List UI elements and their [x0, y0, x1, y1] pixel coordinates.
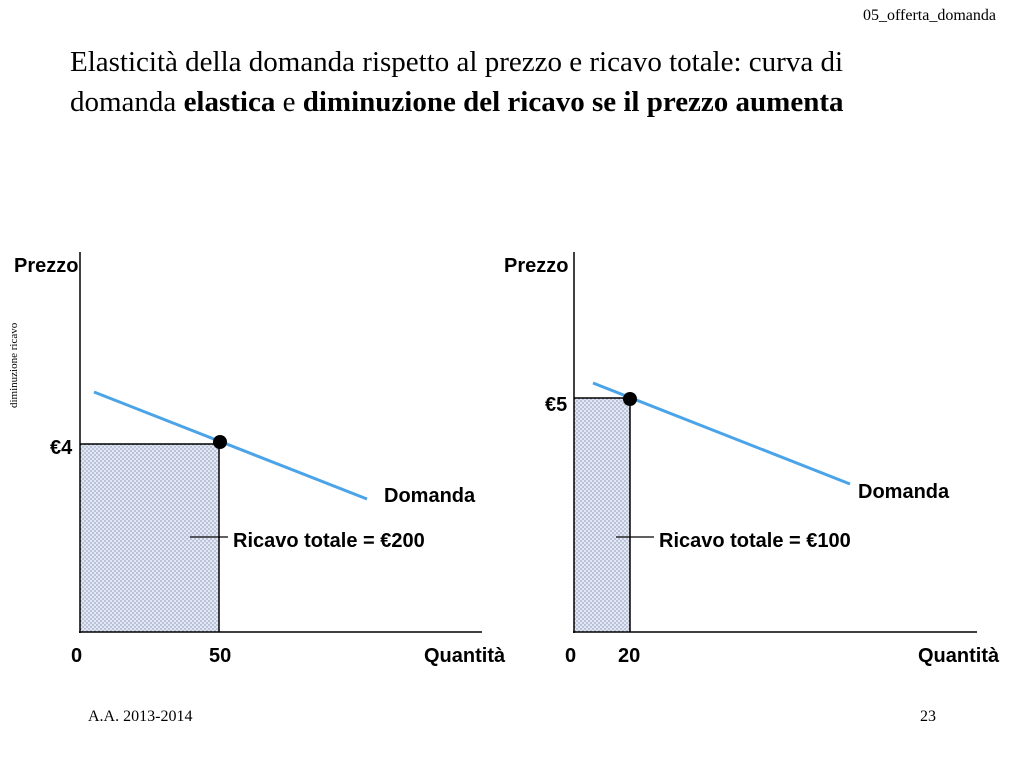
left-revenue-area	[80, 444, 219, 632]
right-revenue-label: Ricavo totale = €100	[659, 530, 851, 552]
right-quantity-label: 20	[618, 645, 640, 667]
title-line2-mid: e	[275, 86, 303, 118]
right-graph: Prezzo €5 Domanda Ricavo totale = €100 0…	[504, 252, 1000, 667]
left-quantity-label: 50	[209, 645, 231, 667]
left-y-axis-label: Prezzo	[14, 255, 78, 277]
right-price-label: €5	[545, 394, 567, 416]
file-tag: 05_offerta_domanda	[863, 7, 996, 24]
left-x-axis-label: Quantità	[424, 645, 506, 667]
left-demand-curve	[93, 390, 368, 501]
slide-title: Elasticità della domanda rispetto al pre…	[70, 42, 1000, 122]
left-revenue-label: Ricavo totale = €200	[233, 530, 425, 552]
title-bold-elastica: elastica	[183, 86, 276, 118]
right-x-axis-label: Quantità	[918, 645, 1000, 667]
left-equilibrium-point	[213, 435, 227, 449]
page-number: 23	[920, 708, 936, 725]
left-origin-label: 0	[71, 645, 82, 667]
academic-year: A.A. 2013-2014	[88, 708, 193, 725]
right-demand-label: Domanda	[858, 481, 950, 503]
title-line2-pre: domanda	[70, 86, 184, 118]
left-demand-label: Domanda	[384, 485, 476, 507]
right-origin-label: 0	[565, 645, 576, 667]
title-line1: Elasticità della domanda rispetto al pre…	[70, 46, 844, 78]
left-price-label: €4	[50, 437, 73, 459]
left-graph: Prezzo €4 Domanda Ricavo totale = €200 0…	[14, 252, 506, 667]
right-y-axis-label: Prezzo	[504, 255, 568, 277]
right-revenue-area	[574, 398, 630, 632]
right-equilibrium-point	[623, 392, 637, 406]
title-bold-conclusion: diminuzione del ricavo se il prezzo aume…	[302, 86, 844, 118]
